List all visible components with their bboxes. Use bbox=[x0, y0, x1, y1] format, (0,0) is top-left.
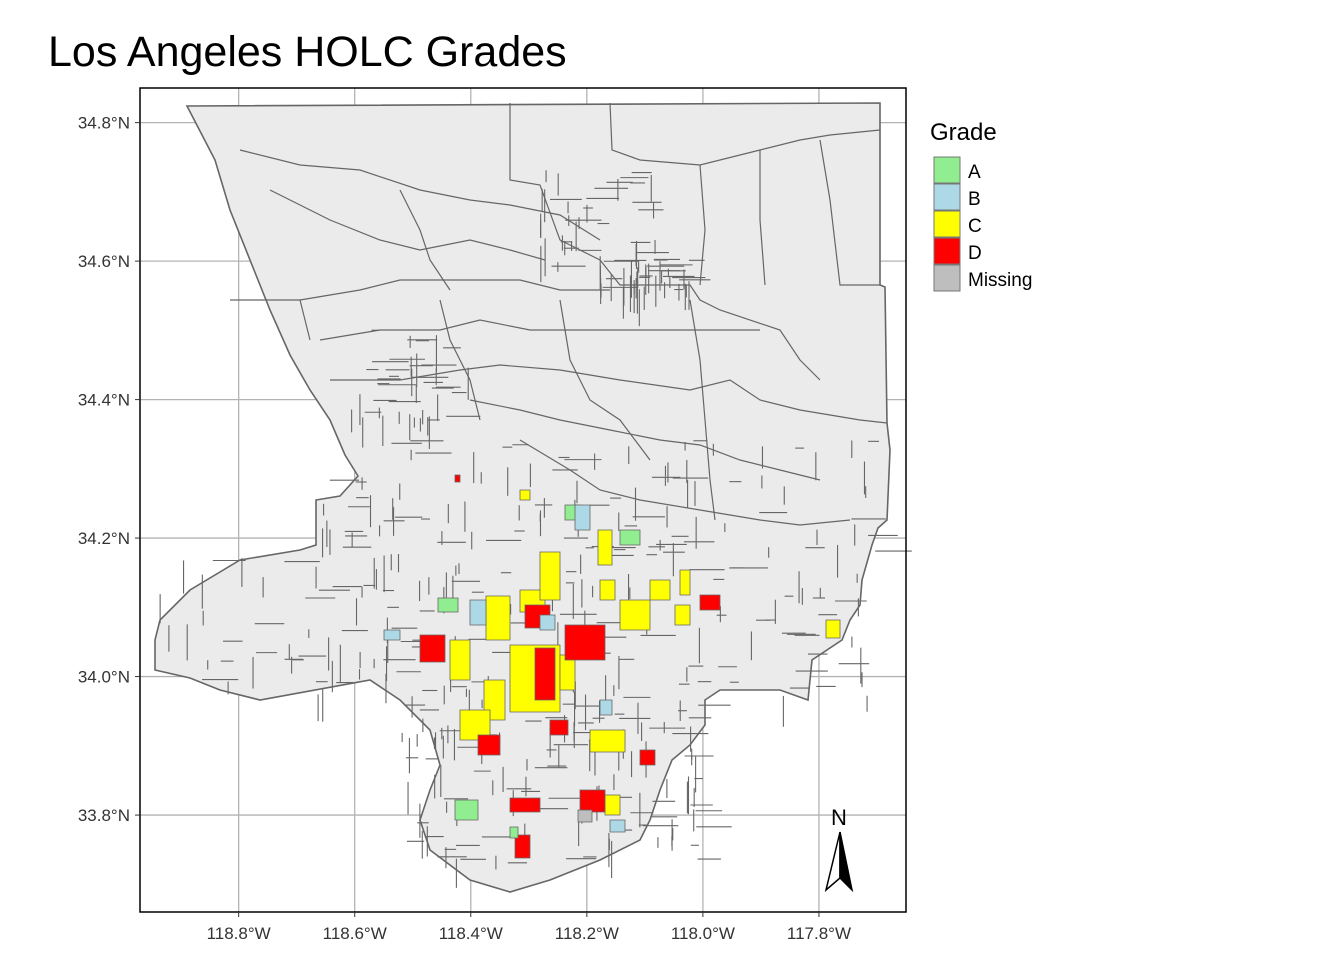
tract-border-5 bbox=[319, 319, 760, 341]
holc-polygon-grade-d bbox=[579, 789, 606, 813]
legend-swatch-a bbox=[933, 156, 961, 184]
legend-label-b: B bbox=[968, 189, 981, 210]
y-axis: 34.8°N 34.6°N 34.4°N 34.2°N 34.0°N 33.8°N bbox=[78, 114, 140, 825]
tract-border-8 bbox=[519, 439, 851, 526]
holc-polygon-grade-d bbox=[549, 719, 569, 736]
holc-polygon-grade-d bbox=[419, 634, 446, 663]
map-panel bbox=[139, 87, 912, 913]
holc-polygon-grade-b bbox=[599, 699, 613, 716]
y-tick-label-2: 34.4°N bbox=[78, 391, 130, 410]
x-tick-label-2: 118.4°W bbox=[439, 924, 503, 943]
y-tick-label-1: 34.6°N bbox=[78, 252, 130, 271]
tract-border-0 bbox=[509, 103, 821, 381]
holc-polygon-grade-c bbox=[674, 604, 691, 626]
tract-border-9 bbox=[689, 299, 716, 521]
holc-polygon-grade-d bbox=[534, 647, 556, 701]
holc-polygon-grade-c bbox=[604, 794, 621, 816]
x-tick-label-4: 118.0°W bbox=[671, 924, 735, 943]
holc-polygon-grade-a bbox=[437, 597, 459, 613]
holc-polygon-grade-b bbox=[469, 599, 487, 626]
legend-label-missing: Missing bbox=[968, 270, 1032, 291]
y-tick-label-5: 33.8°N bbox=[78, 806, 130, 825]
tract-border-16 bbox=[230, 299, 311, 341]
legend-swatch-b bbox=[933, 183, 961, 211]
tract-border-13 bbox=[699, 164, 706, 286]
tract-border-3 bbox=[269, 189, 546, 261]
y-tick-label-4: 34.0°N bbox=[78, 668, 130, 687]
holc-polygon-grade-c bbox=[485, 595, 511, 641]
holc-polygon-grade-c bbox=[679, 569, 691, 596]
holc-polygon-grade-c bbox=[597, 529, 613, 566]
holc-polygon-grade-d bbox=[514, 834, 531, 859]
holc-polygon-grade-missing bbox=[577, 809, 593, 823]
north-arrow-right-half bbox=[839, 831, 854, 893]
tract-border-15 bbox=[819, 139, 880, 286]
x-tick-label-3: 118.2°W bbox=[555, 924, 619, 943]
tract-border-4 bbox=[299, 279, 610, 301]
north-arrow-label: N bbox=[831, 805, 847, 830]
tract-border-2 bbox=[239, 149, 601, 241]
tract-border-10 bbox=[559, 299, 651, 461]
legend-label-d: D bbox=[968, 243, 982, 264]
holc-polygon-grade-d bbox=[639, 749, 656, 766]
holc-polygon-grade-c bbox=[599, 579, 616, 601]
tract-border-11 bbox=[439, 299, 481, 421]
tract-border-12 bbox=[759, 150, 766, 286]
holc-polygon-grade-c bbox=[539, 551, 561, 601]
holc-polygon-grade-a bbox=[509, 826, 519, 839]
holc-polygon-grade-b bbox=[609, 819, 626, 833]
legend-label-a: A bbox=[968, 162, 981, 183]
north-arrow: N bbox=[824, 805, 854, 893]
holc-polygon-grade-c bbox=[825, 619, 841, 639]
holc-polygon-grade-c bbox=[649, 579, 671, 601]
holc-polygon-grade-d bbox=[477, 734, 501, 756]
holc-polygon-grade-c bbox=[589, 729, 626, 753]
holc-grade-polygons bbox=[383, 474, 841, 859]
holc-polygon-grade-b bbox=[574, 504, 591, 531]
holc-polygon-grade-c bbox=[619, 599, 651, 631]
x-tick-label-0: 118.8°W bbox=[207, 924, 271, 943]
x-axis: 118.8°W 118.6°W 118.4°W 118.2°W 118.0°W 117.8… bbox=[207, 912, 851, 943]
legend-label-c: C bbox=[968, 216, 982, 237]
holc-polygon-grade-b bbox=[383, 629, 401, 641]
x-tick-label-1: 118.6°W bbox=[323, 924, 387, 943]
tract-border-14 bbox=[399, 189, 451, 291]
holc-polygon-grade-d bbox=[454, 474, 461, 483]
tract-border-6 bbox=[330, 364, 888, 424]
panel-border bbox=[139, 87, 907, 913]
legend-swatch-c bbox=[933, 210, 961, 238]
legend-swatch-missing bbox=[933, 264, 961, 292]
tract-border-7 bbox=[469, 399, 821, 481]
holc-polygon-grade-d bbox=[509, 797, 541, 813]
tract-border-1 bbox=[609, 102, 881, 166]
holc-polygon-grade-c bbox=[449, 639, 471, 681]
holc-polygon-grade-a bbox=[619, 529, 641, 546]
holc-polygon-grade-a bbox=[454, 799, 479, 821]
holc-polygon-grade-d bbox=[564, 624, 606, 661]
holc-polygon-grade-c bbox=[519, 489, 531, 501]
x-tick-label-5: 117.8°W bbox=[787, 924, 851, 943]
y-tick-label-0: 34.8°N bbox=[78, 114, 130, 133]
holc-polygon-grade-d bbox=[699, 594, 721, 611]
legend-swatch-d bbox=[933, 237, 961, 265]
legend-title: Grade bbox=[930, 119, 997, 146]
y-tick-label-3: 34.2°N bbox=[78, 529, 130, 548]
holc-polygon-grade-b bbox=[539, 614, 556, 631]
map-title: Los Angeles HOLC Grades bbox=[48, 28, 567, 76]
